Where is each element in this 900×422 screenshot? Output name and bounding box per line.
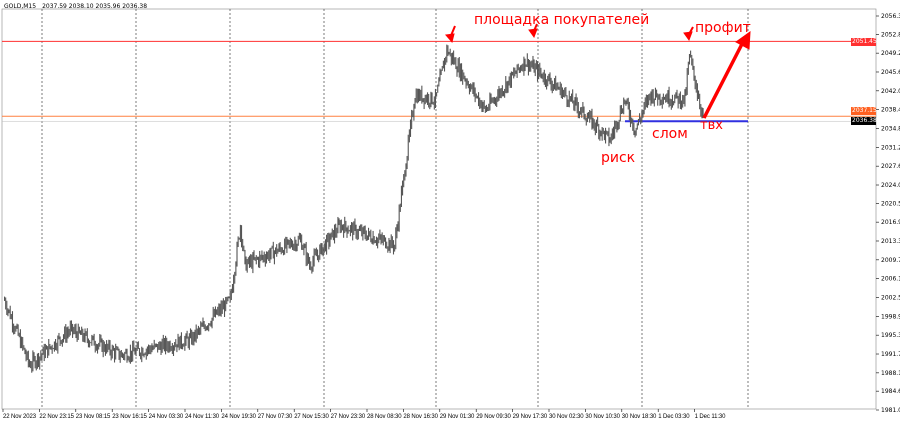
price-tick-label: 1995.30 [881,332,900,339]
price-tick-label: 1991.70 [881,351,900,358]
price-series [3,44,704,373]
price-tick-label: 2042.00 [881,88,900,95]
arrow-head-icon [683,31,693,42]
price-tick-label: 2049.20 [881,50,900,57]
annotation-risk: риск [601,150,636,166]
time-axis: 22 Nov 2023 22 Nov 23:15 23 Nov 08:15 23 No… [2,409,727,420]
time-tick-label: 22 Nov 2023 [3,414,37,420]
profit-arrow-head-icon [735,30,751,50]
price-tick-label: 2006.10 [881,276,900,283]
current-price-badge: 2036.38 [851,117,877,125]
price-tick-label: 2009.70 [881,257,900,264]
price-tick-label: 2016.90 [881,219,900,226]
symbol-label: GOLD,M15 [4,3,37,10]
price-tick-label: 1988.10 [881,370,900,377]
price-tick-label: 2020.50 [881,200,900,207]
price-tick-label: 2038.40 [881,107,900,114]
levels [2,40,876,123]
time-tick-label: 27 Nov 23:30 [331,414,366,420]
annotation-entry: твх [700,118,723,133]
time-tick-label: 29 Nov 17:30 [513,414,548,420]
time-tick-label: 24 Nov 19:30 [221,414,256,420]
time-tick-label: 24 Nov 11:30 [185,414,220,420]
price-tick-label: 2056.30 [881,13,900,20]
chart-header: GOLD,M15 2037.59 2038.10 2035.96 2036.38 [4,3,147,10]
time-tick-label: 1 Dec 03:30 [658,414,690,420]
entry-price-badge: 2037.15 [851,107,877,115]
price-tick-label: 2052.80 [881,31,900,38]
time-tick-label: 30 Nov 02:30 [549,414,584,420]
price-tick-label: 2002.50 [881,295,900,302]
price-tick-label: 1984.60 [881,388,900,395]
time-tick-label: 23 Nov 16:15 [112,414,147,420]
price-tick-label: 1981.00 [881,407,900,414]
time-tick-label: 22 Nov 23:15 [39,414,74,420]
annotation-profit: профит [695,20,751,36]
price-tick-label: 2013.30 [881,238,900,245]
time-tick-label: 29 Nov 09:30 [476,414,511,420]
time-tick-label: 29 Nov 01:30 [440,414,475,420]
time-tick-label: 24 Nov 03:30 [149,414,184,420]
price-tick-label: 2034.80 [881,125,900,132]
price-tick-label: 2024.00 [881,182,900,189]
time-tick-label: 28 Nov 16:30 [403,414,438,420]
price-tick-label: 1998.90 [881,313,900,320]
profit-arrow-icon [702,43,744,119]
plot-frame [1,8,877,410]
price-axis: 2056.30 2052.80 2049.20 2045.60 2042.00 2038.… [876,13,900,414]
resistance-price-badge: 2051.45 [851,38,877,46]
annotation-buyers-zone: площадка покупателей [474,12,650,28]
time-tick-label: 30 Nov 10:30 [585,414,620,420]
arrow-head-icon [445,33,455,44]
time-tick-label: 1 Dec 11:30 [695,414,727,420]
time-tick-label: 30 Nov 18:30 [622,414,657,420]
annotation-arrows [445,23,751,119]
time-tick-label: 23 Nov 08:15 [76,414,111,420]
price-tick-label: 2031.20 [881,144,900,151]
time-tick-label: 27 Nov 07:30 [258,414,293,420]
annotation-break: слом [652,126,688,142]
time-tick-label: 27 Nov 15:30 [294,414,329,420]
time-tick-label: 28 Nov 08:30 [367,414,402,420]
arrow-head-icon [528,28,538,39]
price-tick-label: 2027.60 [881,163,900,170]
ohlc-readout: 2037.59 2038.10 2035.96 2036.38 [42,3,148,10]
grid [41,9,749,409]
price-tick-label: 2045.60 [881,69,900,76]
